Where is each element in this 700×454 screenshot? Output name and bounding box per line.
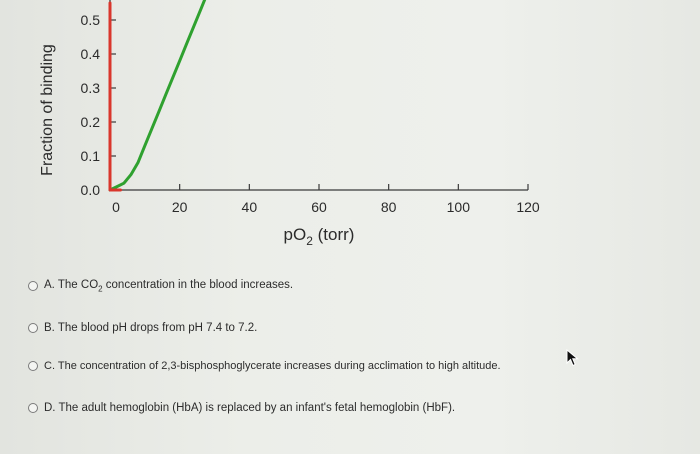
x-tick-label: 0 [112,199,120,215]
y-axis-label: Fraction of binding [39,44,56,176]
x-tick-label: 80 [381,199,397,215]
y-tick-label: 0.2 [81,114,101,130]
y-tick-label: 0.4 [81,46,101,62]
option-d[interactable]: D. The adult hemoglobin (HbA) is replace… [28,402,455,414]
series-line-red-marker [108,1,122,192]
option-a[interactable]: A. The CO2 concentration in the blood in… [28,279,293,293]
x-tick-label: 100 [447,199,471,215]
y-tick-label: 0.1 [81,148,101,164]
binding-curve-chart: 0 20 40 60 80 100 120 0.0 0.1 0.2 0.3 0.4 0.5 Fractio… [39,0,540,248]
radio-d[interactable] [28,403,38,413]
option-c[interactable]: C. The concentration of 2,3-bisphosphogl… [28,360,501,372]
y-tick-label: 0.3 [81,80,101,96]
option-b-text: B. The blood pH drops from pH 7.4 to 7.2… [44,322,258,334]
option-b[interactable]: B. The blood pH drops from pH 7.4 to 7.2… [28,322,257,334]
series-line-binding-curve [108,0,207,192]
x-tick-label: 60 [311,199,327,215]
radio-b[interactable] [28,323,38,333]
y-tick-label: 0.0 [81,182,101,198]
x-axis-label: pO2 (torr) [284,225,355,248]
option-d-text: D. The adult hemoglobin (HbA) is replace… [44,402,456,414]
option-c-text: C. The concentration of 2,3-bisphosphogl… [44,360,501,372]
chart-area: 0 20 40 60 80 100 120 0.0 0.1 0.2 0.3 0.4 0.5 Fractio… [39,0,540,248]
x-tick-label: 40 [242,199,258,215]
mouse-cursor-icon [566,349,579,367]
x-tick-label: 20 [172,199,188,215]
x-tick-label: 120 [516,199,540,215]
radio-a[interactable] [28,281,38,292]
radio-c[interactable] [28,361,38,371]
option-a-text: A. The CO2 concentration in the blood in… [44,279,294,294]
y-tick-label: 0.5 [81,12,101,28]
